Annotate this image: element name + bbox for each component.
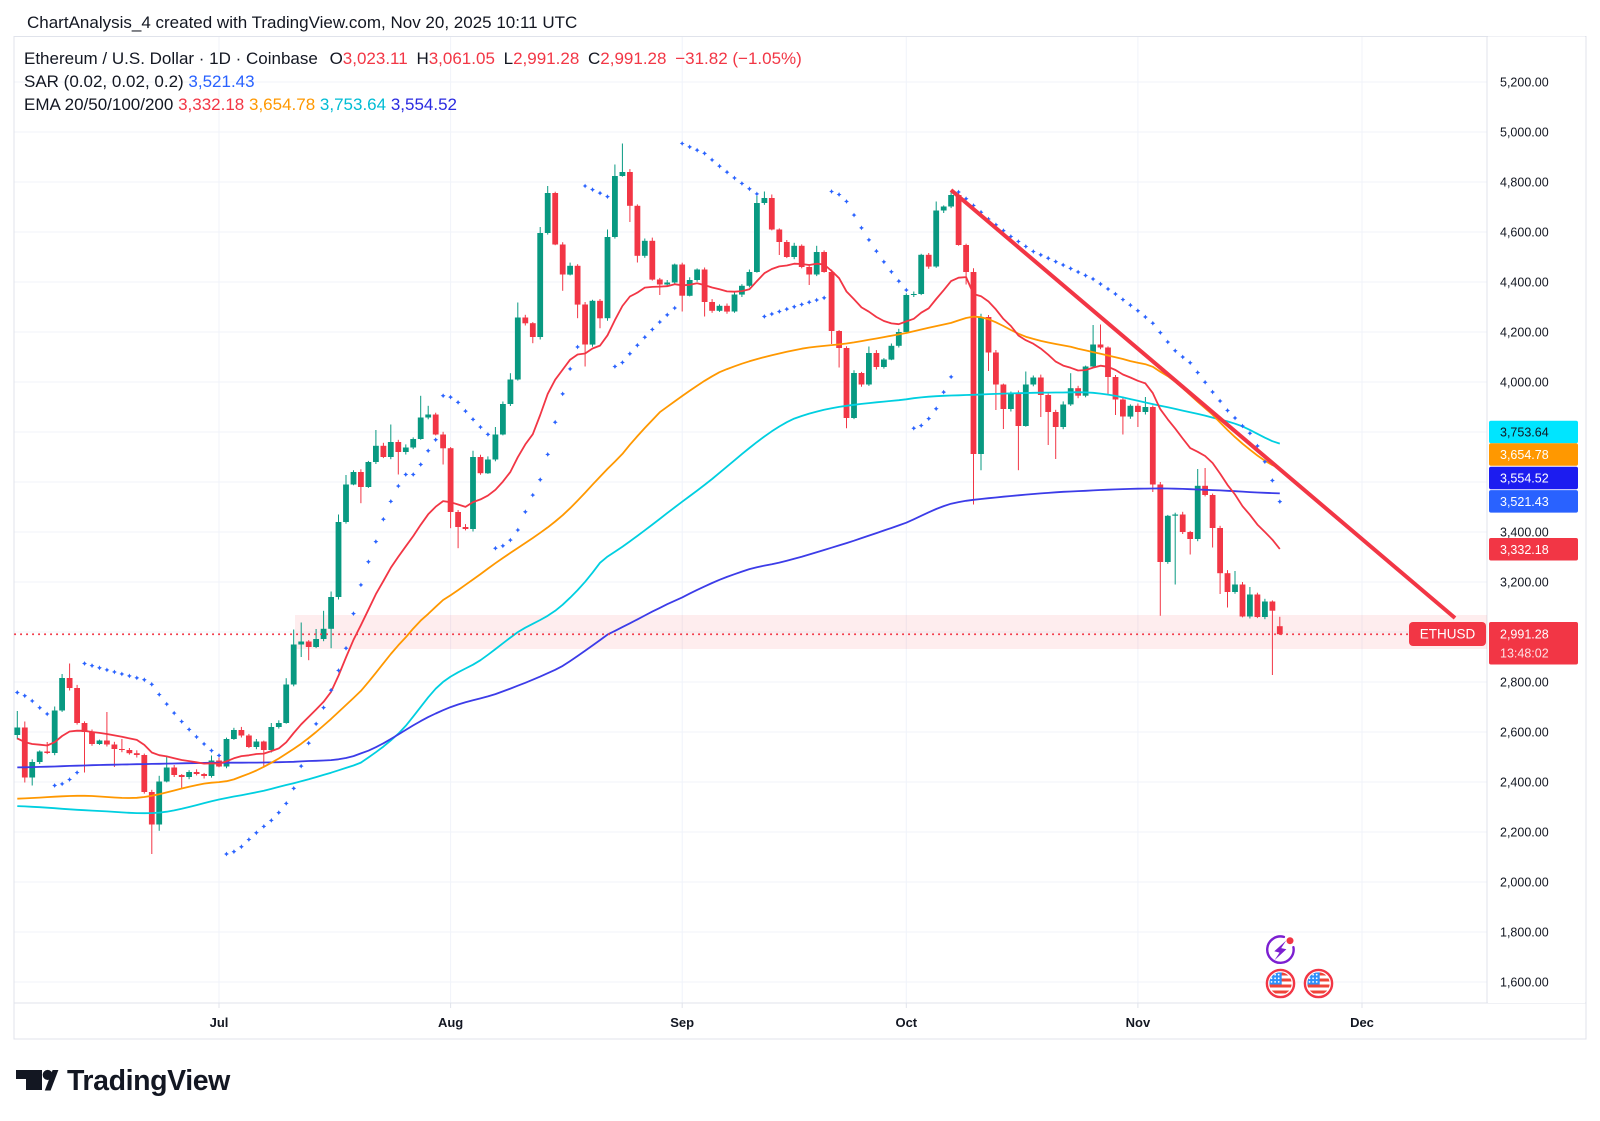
- svg-text:EMA 20/50/100/200 3,332.18 3,6: EMA 20/50/100/200 3,332.18 3,654.78 3,75…: [24, 95, 457, 114]
- svg-text:ETHUSD: ETHUSD: [1420, 627, 1476, 642]
- svg-text:4,400.00: 4,400.00: [1500, 276, 1549, 290]
- svg-text:2,200.00: 2,200.00: [1500, 826, 1549, 840]
- svg-text:3,753.64: 3,753.64: [1500, 426, 1549, 440]
- svg-text:3,521.43: 3,521.43: [1500, 495, 1549, 509]
- svg-text:Oct: Oct: [895, 1015, 917, 1030]
- svg-text:4,600.00: 4,600.00: [1500, 226, 1549, 240]
- svg-text:3,400.00: 3,400.00: [1500, 526, 1549, 540]
- svg-text:2,600.00: 2,600.00: [1500, 726, 1549, 740]
- svg-text:Aug: Aug: [438, 1015, 463, 1030]
- svg-text:SAR (0.02, 0.02, 0.2) 3,521.43: SAR (0.02, 0.02, 0.2) 3,521.43: [24, 72, 255, 91]
- svg-text:TradingView: TradingView: [67, 1065, 231, 1097]
- svg-text:3,654.78: 3,654.78: [1500, 448, 1549, 462]
- svg-text:ChartAnalysis_4 created with T: ChartAnalysis_4 created with TradingView…: [27, 13, 577, 32]
- svg-text:Sep: Sep: [670, 1015, 694, 1030]
- svg-text:4,000.00: 4,000.00: [1500, 376, 1549, 390]
- svg-text:3,332.18: 3,332.18: [1500, 543, 1549, 557]
- svg-text:Dec: Dec: [1350, 1015, 1374, 1030]
- svg-text:2,800.00: 2,800.00: [1500, 676, 1549, 690]
- svg-text:1,800.00: 1,800.00: [1500, 926, 1549, 940]
- svg-text:4,800.00: 4,800.00: [1500, 176, 1549, 190]
- svg-text:1,600.00: 1,600.00: [1500, 976, 1549, 990]
- svg-text:2,000.00: 2,000.00: [1500, 876, 1549, 890]
- svg-text:13:48:02: 13:48:02: [1500, 647, 1549, 661]
- svg-text:Jul: Jul: [210, 1015, 229, 1030]
- svg-text:Nov: Nov: [1126, 1015, 1151, 1030]
- svg-text:5,200.00: 5,200.00: [1500, 76, 1549, 90]
- svg-text:2,400.00: 2,400.00: [1500, 776, 1549, 790]
- svg-text:2,991.28: 2,991.28: [1500, 628, 1549, 642]
- svg-text:5,000.00: 5,000.00: [1500, 126, 1549, 140]
- svg-text:3,554.52: 3,554.52: [1500, 472, 1549, 486]
- svg-text:3,200.00: 3,200.00: [1500, 576, 1549, 590]
- svg-text:4,200.00: 4,200.00: [1500, 326, 1549, 340]
